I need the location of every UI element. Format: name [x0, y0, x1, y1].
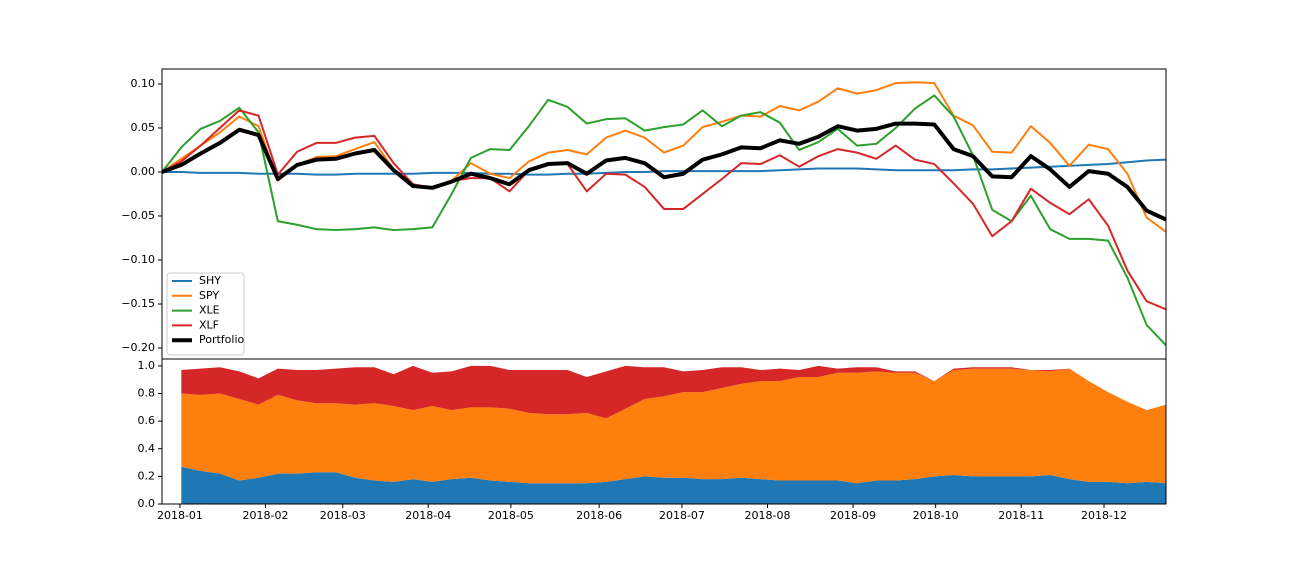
x-tick-label: 2018-05	[488, 509, 534, 522]
legend-label: XLF	[199, 318, 219, 331]
y-tick-label: 1.0	[138, 359, 156, 372]
stacked-area	[181, 368, 1166, 484]
y-tick-label: 0.2	[138, 469, 156, 482]
y-tick-label: −0.15	[121, 297, 155, 310]
x-tick-label: 2018-08	[745, 509, 791, 522]
x-tick-label: 2018-03	[320, 509, 366, 522]
y-tick-label: 0.00	[131, 165, 156, 178]
axes-frame	[161, 358, 1167, 505]
x-tick-label: 2018-10	[913, 509, 959, 522]
legend-label: SHY	[199, 274, 221, 287]
series-line	[162, 94, 1166, 347]
series-line	[162, 81, 1166, 233]
series-line	[162, 121, 1166, 222]
x-tick-label: 2018-06	[576, 509, 622, 522]
y-tick-label: 0.0	[138, 497, 156, 510]
x-tick-label: 2018-01	[157, 509, 203, 522]
x-tick-label: 2018-04	[405, 509, 451, 522]
x-tick-label: 2018-11	[998, 509, 1044, 522]
stacked-area	[181, 365, 1166, 419]
x-tick-label: 2018-12	[1081, 509, 1127, 522]
x-tick-label: 2018-07	[659, 509, 705, 522]
y-tick-label: 0.8	[138, 387, 156, 400]
y-tick-label: 0.6	[138, 414, 156, 427]
legend-box	[166, 272, 245, 356]
legend-label: XLE	[199, 304, 220, 317]
y-tick-label: −0.20	[121, 341, 155, 354]
y-tick-label: −0.05	[121, 209, 155, 222]
y-tick-label: 0.10	[131, 77, 156, 90]
series-line	[162, 109, 1166, 311]
y-tick-label: 0.4	[138, 442, 156, 455]
x-tick-label: 2018-02	[243, 509, 289, 522]
legend-label: SPY	[199, 289, 219, 302]
y-tick-label: 0.05	[131, 121, 156, 134]
x-tick-label: 2018-09	[830, 509, 876, 522]
y-tick-label: −0.10	[121, 253, 155, 266]
series-line	[162, 158, 1166, 176]
legend-label: Portfolio	[199, 333, 245, 346]
stacked-area	[181, 466, 1166, 504]
